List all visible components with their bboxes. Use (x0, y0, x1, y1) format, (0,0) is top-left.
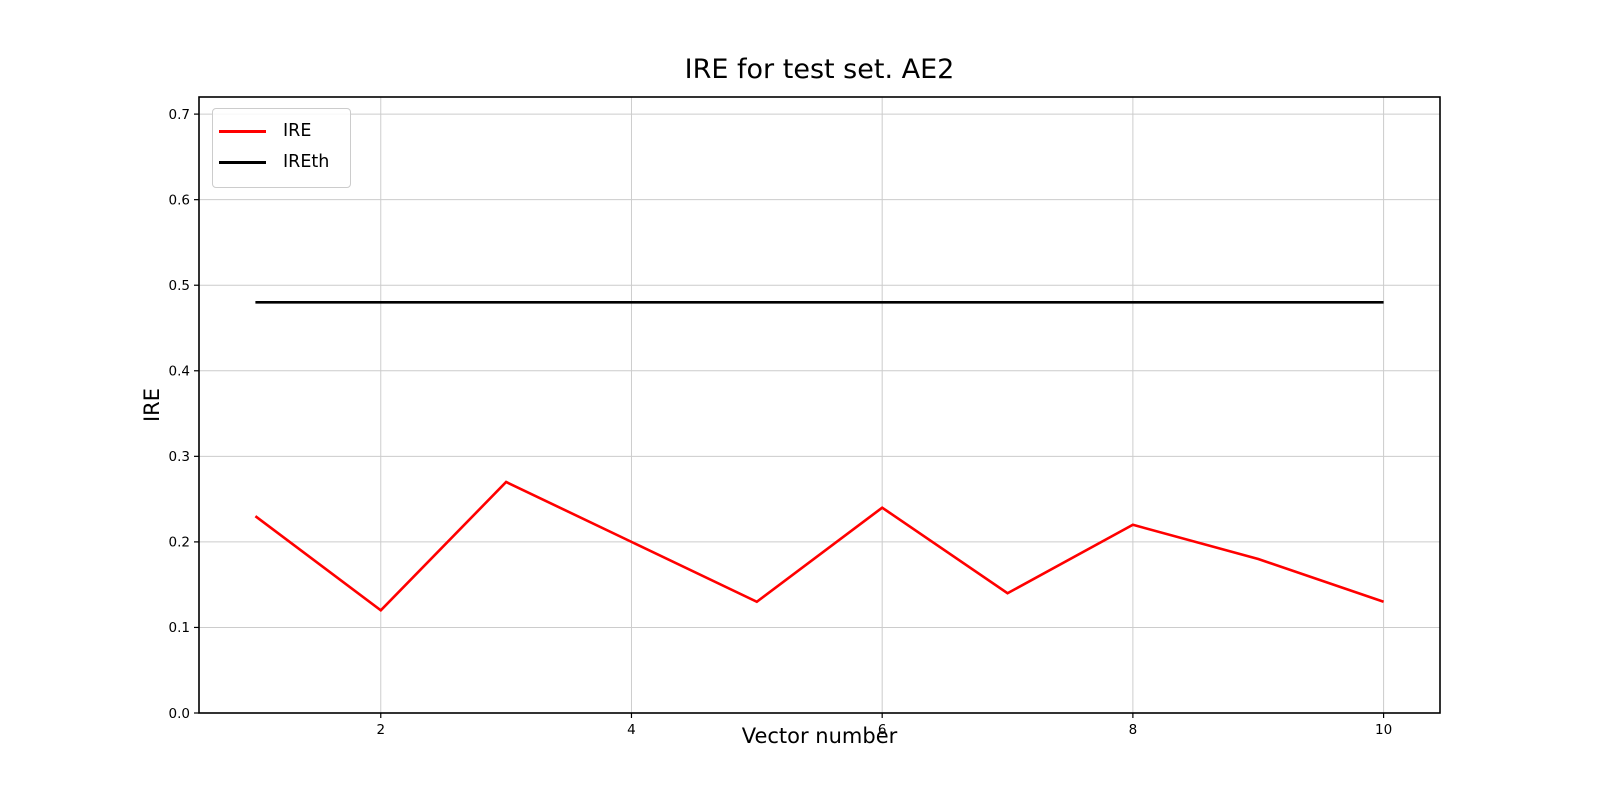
y-tick-label: 0.2 (169, 535, 190, 551)
legend-item-ire: IRE (219, 116, 350, 147)
x-tick-label: 10 (1375, 722, 1392, 738)
y-tick-label: 0.6 (169, 192, 190, 208)
chart-title: IRE for test set. AE2 (684, 54, 955, 85)
ireth-line-swatch (219, 161, 266, 164)
axes-frame (198, 96, 1441, 714)
ire-line-swatch (219, 130, 266, 133)
x-axis-label: Vector number (741, 724, 898, 748)
y-tick-label: 0.1 (169, 620, 190, 636)
y-tick-label: 0.4 (169, 364, 190, 380)
legend-item-ireth: IREth (219, 147, 350, 178)
y-tick-label: 0.3 (169, 449, 190, 465)
y-axis-label: IRE (140, 387, 164, 423)
y-tick-label: 0.5 (169, 278, 190, 294)
legend: IRE IREth (212, 108, 351, 188)
x-tick-label: 2 (376, 722, 385, 738)
series-line-ire (254, 480, 1385, 613)
y-tick-label: 0.7 (169, 107, 190, 123)
x-tick-label: 8 (1129, 722, 1138, 738)
x-tick-label: 6 (878, 722, 887, 738)
x-tick-label: 4 (627, 722, 636, 738)
y-tick-label: 0.0 (169, 706, 190, 722)
legend-label-ireth: IREth (283, 151, 330, 172)
legend-label-ire: IRE (283, 120, 312, 141)
